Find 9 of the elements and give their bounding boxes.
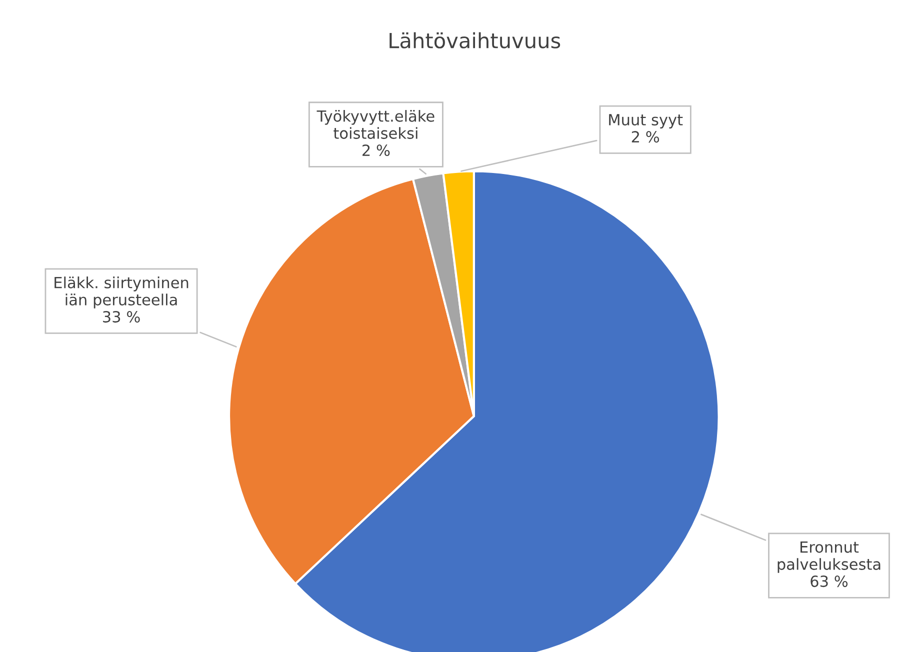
slice-label: Työkyvytt.eläke toistaiseksi — [316, 110, 434, 139]
slice-label: Muut syyt — [609, 114, 683, 128]
slice-label: Eronnut palveluksesta — [778, 541, 880, 573]
data-label: 2 % — [632, 131, 660, 143]
data-label: 63 % — [810, 576, 848, 588]
chart-title: Lähtövaihtuvuus — [390, 32, 560, 48]
slice-label: Eläkk. siirtyminen iän perusteella — [54, 276, 188, 308]
data-label: 2 % — [362, 144, 390, 156]
data-label: 33 % — [103, 311, 140, 323]
